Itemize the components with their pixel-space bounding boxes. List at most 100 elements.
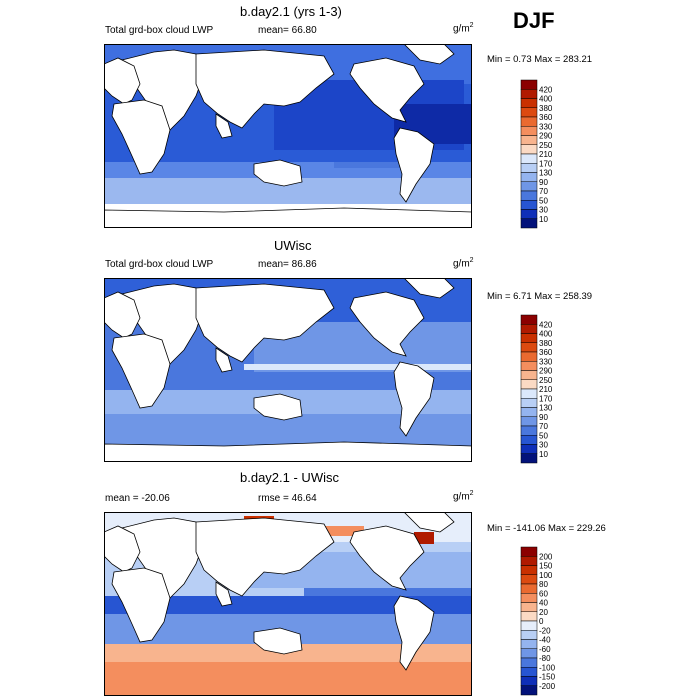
colorbar-swatch — [520, 342, 538, 353]
colorbar-level-label: 60 — [539, 589, 548, 598]
colorbar-swatch — [520, 583, 538, 594]
colorbar-swatch — [520, 611, 538, 622]
panel-3-map — [104, 512, 472, 696]
colorbar-swatch — [520, 153, 538, 164]
colorbar-level-label: 20 — [539, 608, 548, 617]
colorbar-swatch — [520, 685, 538, 696]
panel-3-minmax: Min = -141.06 Max = 229.26 — [487, 523, 606, 534]
panel-1-units: g/m2 — [453, 22, 474, 35]
colorbar-level-label: 360 — [539, 113, 553, 122]
map-frame — [104, 512, 472, 696]
colorbar-swatch — [520, 667, 538, 677]
colorbar-swatch — [520, 574, 538, 585]
panel-1-title: b.day2.1 (yrs 1-3) — [240, 4, 342, 19]
colorbar-swatch — [520, 435, 538, 445]
colorbar-level-label: -20 — [539, 626, 551, 635]
colorbar-swatch — [520, 135, 538, 145]
colorbar-level-label: 50 — [539, 431, 548, 440]
colorbar-level-label: 130 — [539, 169, 553, 178]
colorbar-level-label: 380 — [539, 339, 553, 348]
colorbar-swatch — [520, 324, 538, 334]
colorbar-level-label: -40 — [539, 636, 551, 645]
colorbar-swatch — [520, 602, 538, 612]
colorbar-level-label: 210 — [539, 150, 553, 159]
colorbar-swatch — [520, 107, 538, 118]
colorbar-swatch — [520, 657, 538, 668]
colorbar-level-label: 30 — [539, 206, 548, 215]
colorbar-level-label: 0 — [539, 617, 544, 626]
colorbar-swatch — [520, 639, 538, 649]
colorbar-level-label: 290 — [539, 132, 553, 141]
panel-2-mean-label: mean= 86.86 — [258, 259, 317, 270]
colorbar-swatch — [520, 190, 538, 201]
colorbar-swatch — [520, 361, 538, 371]
colorbar-swatch — [520, 593, 538, 603]
colorbar-swatch — [520, 333, 538, 343]
panel-1-mean-label: mean= 66.80 — [258, 25, 317, 36]
panel-1-map — [104, 44, 472, 228]
colorbar-swatch — [520, 425, 538, 436]
panel-2-units: g/m2 — [453, 257, 474, 270]
panel-2-minmax: Min = 6.71 Max = 258.39 — [487, 291, 593, 302]
colorbar-level-label: -150 — [539, 673, 556, 682]
panel-3-title: b.day2.1 - UWisc — [240, 470, 339, 485]
panel-2-variable-label: Total grd-box cloud LWP — [105, 259, 214, 270]
colorbar-level-label: 400 — [539, 95, 553, 104]
colorbar-swatch — [520, 98, 538, 108]
colorbar-level-label: 10 — [539, 215, 548, 224]
colorbar-swatch — [520, 556, 538, 566]
colorbar-swatch — [520, 676, 538, 686]
colorbar-level-label: 90 — [539, 178, 548, 187]
colorbar-level-label: 170 — [539, 159, 553, 168]
colorbar-swatch — [520, 200, 538, 210]
colorbar-swatch — [520, 453, 538, 464]
colorbar-swatch — [520, 79, 538, 90]
colorbar-level-label: 70 — [539, 187, 548, 196]
colorbar-level-label: 210 — [539, 385, 553, 394]
continents — [104, 44, 472, 228]
colorbar-swatch — [520, 620, 538, 631]
colorbar-level-label: 40 — [539, 599, 548, 608]
panel-3-mean-label: mean = -20.06 — [105, 493, 170, 504]
colorbar-swatch — [520, 144, 538, 155]
map-frame — [104, 44, 472, 228]
colorbar-level-label: 330 — [539, 357, 553, 366]
colorbar-level-label: 170 — [539, 394, 553, 403]
colorbar-swatch — [520, 126, 538, 136]
colorbar-swatch — [520, 416, 538, 427]
colorbar-swatch — [520, 172, 538, 182]
season-label: DJF — [513, 8, 555, 33]
colorbar-level-label: -80 — [539, 654, 551, 663]
colorbar-level-label: 250 — [539, 376, 553, 385]
colorbar-level-label: 50 — [539, 196, 548, 205]
colorbar-level-label: -100 — [539, 663, 556, 672]
colorbar-swatch — [520, 314, 538, 325]
colorbar-swatch — [520, 89, 538, 99]
colorbar-level-label: 80 — [539, 580, 548, 589]
colorbar-level-label: 200 — [539, 552, 553, 561]
colorbar-swatch — [520, 648, 538, 659]
colorbar-level-label: 250 — [539, 141, 553, 150]
colorbar-swatch — [520, 630, 538, 640]
colorbar-level-label: -60 — [539, 645, 551, 654]
colorbar-level-label: 100 — [539, 571, 553, 580]
panel-3-rmse-label: rmse = 46.64 — [258, 493, 317, 504]
continents — [104, 512, 455, 671]
colorbar-swatch — [520, 407, 538, 417]
panel-1-minmax: Min = 0.73 Max = 283.21 — [487, 54, 593, 65]
panel-2-map — [104, 278, 472, 462]
colorbar-level-label: 90 — [539, 413, 548, 422]
colorbar-level-label: 10 — [539, 450, 548, 459]
colorbar-level-label: 150 — [539, 562, 553, 571]
colorbar-level-label: 420 — [539, 85, 553, 94]
continents — [104, 278, 472, 462]
colorbar-level-label: 290 — [539, 367, 553, 376]
colorbar-swatch — [520, 351, 538, 362]
panel-3-units: g/m2 — [453, 490, 474, 503]
colorbar-swatch — [520, 209, 538, 219]
colorbar-swatch — [520, 388, 538, 399]
colorbar-swatch — [520, 444, 538, 454]
colorbar-swatch — [520, 565, 538, 575]
